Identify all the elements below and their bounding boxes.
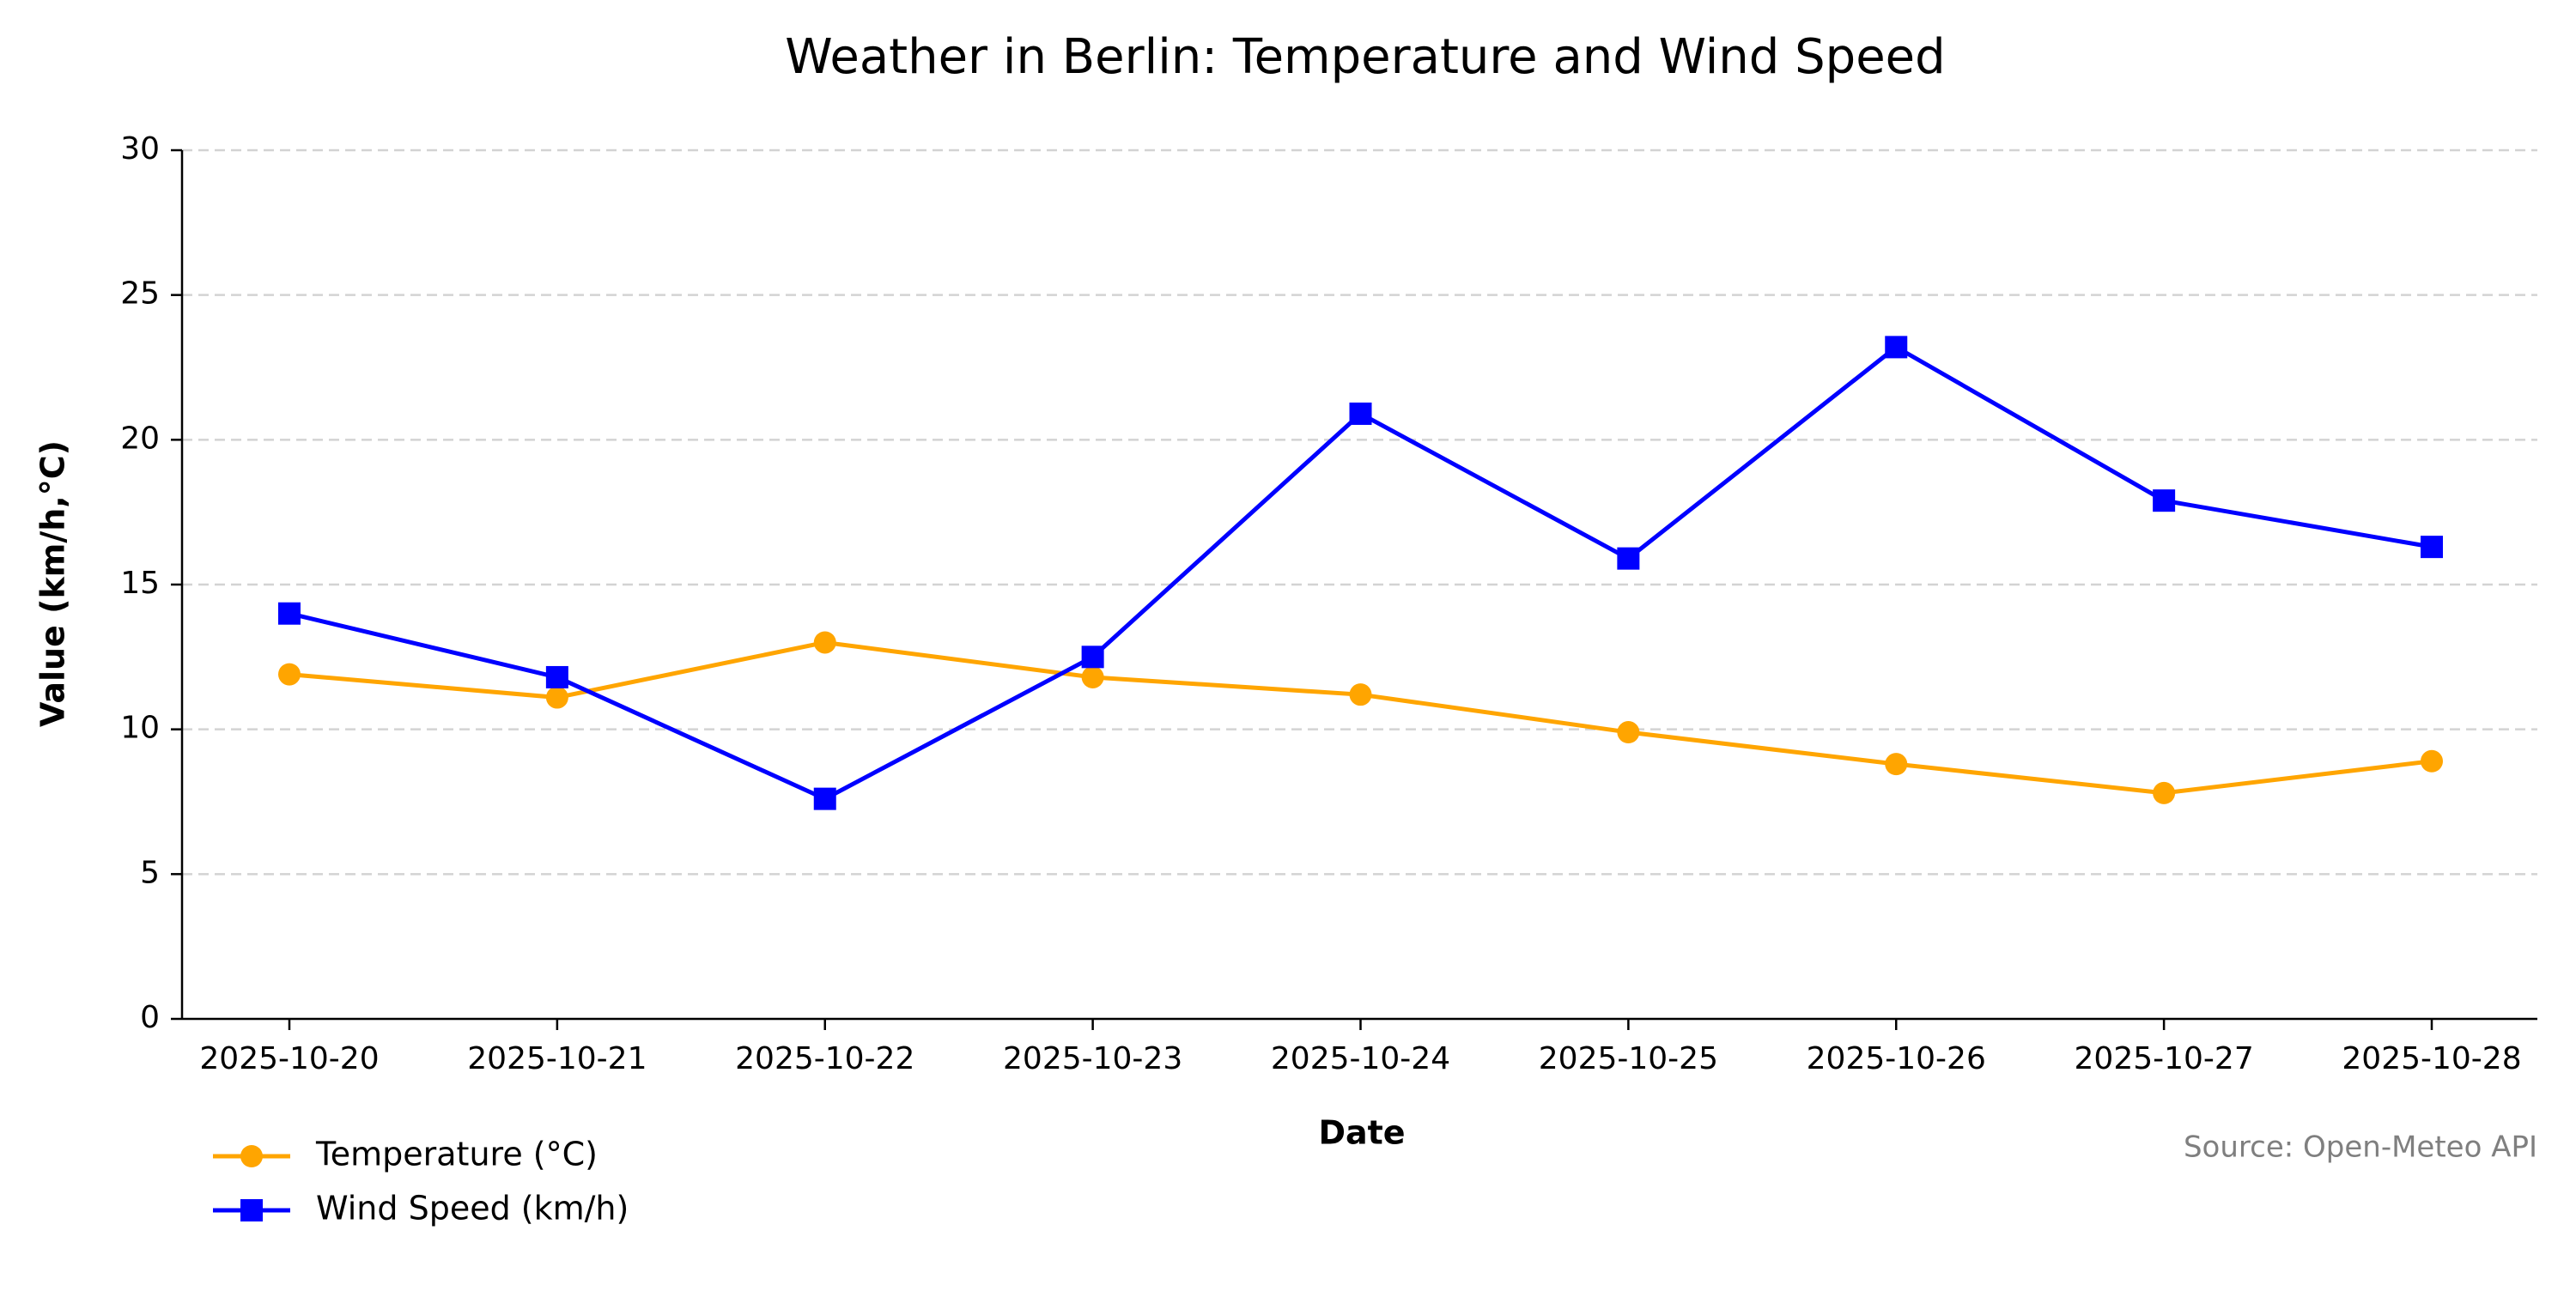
legend-marker-square bbox=[240, 1199, 263, 1221]
x-tick-label: 2025-10-20 bbox=[199, 1041, 379, 1076]
source-annotation: Source: Open-Meteo API bbox=[2184, 1130, 2537, 1165]
grid-lines bbox=[182, 148, 2537, 876]
y-axis-label: Value (km/h,°C) bbox=[34, 440, 72, 727]
x-tick-label: 2025-10-21 bbox=[467, 1041, 647, 1076]
legend: Temperature (°C) Wind Speed (km/h) bbox=[213, 1136, 629, 1227]
legend-label: Temperature (°C) bbox=[315, 1136, 598, 1173]
x-tick-label: 2025-10-22 bbox=[735, 1041, 914, 1076]
x-tick-label: 2025-10-24 bbox=[1271, 1041, 1450, 1076]
wind-speed-point bbox=[813, 787, 836, 810]
wind-speed-point bbox=[1081, 646, 1104, 669]
temperature-point bbox=[1349, 683, 1372, 706]
x-tick-label: 2025-10-25 bbox=[1539, 1041, 1718, 1076]
series-line-temperature bbox=[289, 639, 2433, 796]
x-tick-label: 2025-10-27 bbox=[2075, 1041, 2254, 1076]
y-tick-label: 20 bbox=[120, 421, 160, 456]
legend-marker-circle bbox=[240, 1145, 263, 1167]
y-tick-label: 5 bbox=[140, 855, 160, 890]
y-tick-label: 30 bbox=[120, 131, 160, 167]
temperature-point bbox=[1885, 753, 1908, 776]
tick-labels: 0 5 10 15 20 25 30 2025-10-20 2025-10-21 2025-10-… bbox=[120, 131, 2521, 1076]
temperature-point bbox=[545, 686, 568, 709]
wind-speed-point bbox=[278, 602, 301, 625]
x-tick-label: 2025-10-23 bbox=[1003, 1041, 1182, 1076]
x-axis-label: Date bbox=[1318, 1114, 1405, 1152]
wind-speed-point bbox=[1349, 402, 1372, 425]
y-tick-label: 0 bbox=[140, 1000, 160, 1035]
x-tick-label: 2025-10-28 bbox=[2342, 1041, 2521, 1076]
x-tick-label: 2025-10-26 bbox=[1807, 1041, 1986, 1076]
temperature-point bbox=[1617, 721, 1640, 744]
legend-item-wind-speed: Wind Speed (km/h) bbox=[213, 1190, 629, 1227]
legend-item-temperature: Temperature (°C) bbox=[213, 1136, 598, 1173]
temperature-point bbox=[2153, 781, 2176, 804]
wind-speed-point bbox=[1617, 547, 1640, 570]
series-markers bbox=[278, 336, 2443, 810]
y-tick-label: 15 bbox=[120, 566, 160, 601]
y-tick-label: 10 bbox=[120, 711, 160, 746]
temperature-point bbox=[813, 631, 836, 654]
wind-speed-point bbox=[2421, 536, 2443, 559]
temperature-point bbox=[2421, 749, 2443, 773]
temperature-point bbox=[278, 663, 301, 686]
wind-speed-point bbox=[1885, 336, 1908, 359]
temperature-point bbox=[1081, 665, 1104, 688]
chart-title: Weather in Berlin: Temperature and Wind … bbox=[785, 29, 1945, 85]
legend-label: Wind Speed (km/h) bbox=[316, 1190, 629, 1227]
y-tick-label: 25 bbox=[120, 276, 160, 312]
wind-speed-point bbox=[2153, 489, 2176, 512]
wind-speed-point bbox=[545, 665, 568, 688]
